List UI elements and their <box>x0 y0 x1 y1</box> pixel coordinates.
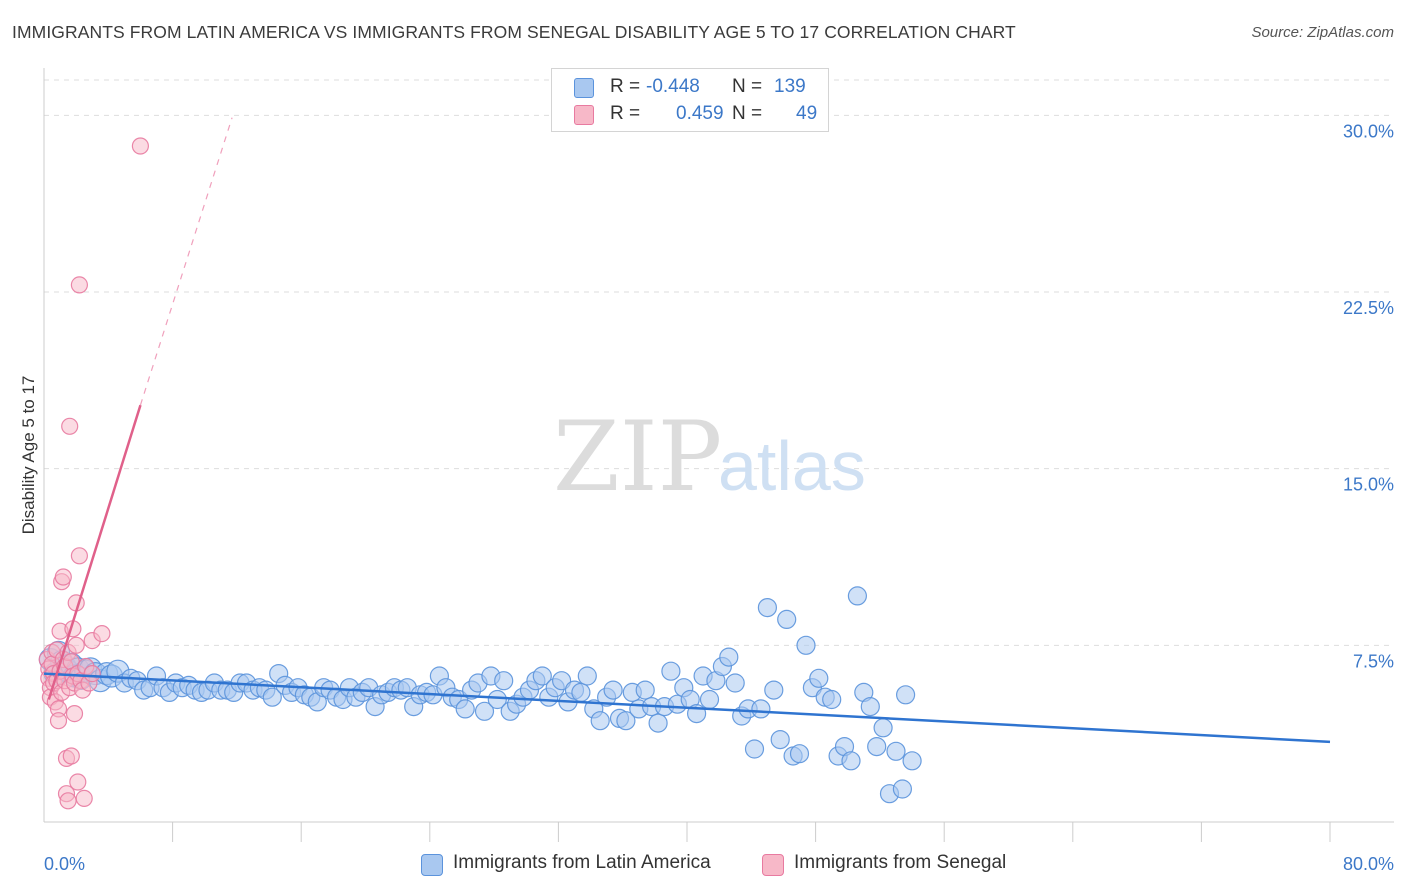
point-latin-america-134 <box>867 736 887 757</box>
point-latin-america-100 <box>648 713 668 733</box>
point-latin-america-116 <box>751 699 771 719</box>
legend-swatch-latin-america <box>574 78 594 98</box>
bottom-legend-label-latin-america: Immigrants from Latin America <box>453 852 711 873</box>
legend-n-label: N = <box>732 103 763 124</box>
point-latin-america-123 <box>796 635 816 655</box>
point-latin-america-122 <box>789 744 810 764</box>
point-latin-america-85 <box>551 671 572 691</box>
point-latin-america-119 <box>770 729 790 750</box>
legend-r-value: 0.459 <box>676 103 724 124</box>
legend-r-value: -0.448 <box>646 76 700 97</box>
grid-lines <box>44 79 1394 646</box>
x-tick-label-max: 80.0% <box>1343 854 1394 874</box>
point-latin-america-135 <box>873 718 893 738</box>
point-latin-america-75 <box>487 689 507 710</box>
point-latin-america-73 <box>474 701 495 721</box>
point-latin-america-93 <box>603 680 623 700</box>
point-latin-america-115 <box>744 739 765 759</box>
point-latin-america-140 <box>902 751 922 771</box>
point-senegal-27 <box>61 417 79 435</box>
point-latin-america-40 <box>262 687 282 707</box>
point-senegal-25 <box>59 792 77 810</box>
point-latin-america-111 <box>719 647 739 667</box>
point-latin-america-82 <box>532 666 552 686</box>
point-latin-america-95 <box>616 711 636 731</box>
bottom-legend-swatch-latin-america <box>421 854 443 876</box>
point-latin-america-118 <box>764 680 784 700</box>
point-latin-america-139 <box>895 685 916 705</box>
bottom-legend-swatch-senegal <box>762 854 784 876</box>
legend-n-label: N = <box>732 76 763 97</box>
point-senegal-37 <box>69 773 87 791</box>
legend-n-value: 139 <box>774 76 806 97</box>
correlation-legend: R = -0.448 N = 139 R = 0.459 N = 49 <box>551 68 829 132</box>
trend-layer <box>43 117 1331 744</box>
point-latin-america-125 <box>809 668 829 688</box>
point-senegal-48 <box>131 137 149 155</box>
point-latin-america-137 <box>886 741 906 761</box>
y-tick-label: 15.0% <box>1343 475 1394 495</box>
watermark-atlas: atlas <box>718 427 866 505</box>
point-senegal-38 <box>70 547 89 565</box>
point-latin-america-112 <box>725 673 745 693</box>
point-latin-america-131 <box>847 586 868 606</box>
bottom-legend-label-senegal: Immigrants from Senegal <box>794 852 1007 873</box>
point-latin-america-108 <box>699 689 720 710</box>
point-latin-america-120 <box>777 609 797 630</box>
series-senegal <box>38 137 149 810</box>
point-senegal-34 <box>67 636 85 654</box>
point-latin-america-130 <box>841 751 861 771</box>
legend-r-label: R = <box>610 76 641 97</box>
y-axis-label: Disability Age 5 to 17 <box>19 376 38 535</box>
point-senegal-32 <box>65 704 84 723</box>
legend-r-label: R = <box>610 103 641 124</box>
point-latin-america-102 <box>661 661 681 681</box>
point-latin-america-117 <box>757 597 778 618</box>
point-latin-america-91 <box>590 711 610 731</box>
point-senegal-19 <box>54 568 72 586</box>
x-tick-label-min: 0.0% <box>44 854 85 874</box>
point-senegal-13 <box>49 712 68 730</box>
chart-title: IMMIGRANTS FROM LATIN AMERICA VS IMMIGRA… <box>12 22 1016 42</box>
trend-line-senegal <box>47 404 142 700</box>
watermark: ZIP atlas <box>553 401 866 513</box>
legend-n-value: 49 <box>796 103 818 124</box>
point-senegal-39 <box>70 276 89 294</box>
series-latin-america <box>38 586 922 804</box>
watermark-zip: ZIP <box>553 401 722 513</box>
point-latin-america-133 <box>860 696 880 717</box>
point-latin-america-98 <box>635 680 655 700</box>
legend-swatch-senegal <box>574 105 594 125</box>
trend-line-senegal-extension <box>139 117 233 406</box>
point-latin-america-76 <box>494 671 514 691</box>
point-latin-america-88 <box>571 682 591 703</box>
point-senegal-46 <box>83 664 101 683</box>
y-tick-label: 7.5% <box>1353 651 1394 671</box>
y-tick-label: 22.5% <box>1343 298 1394 318</box>
point-latin-america-70 <box>455 699 475 719</box>
source-label: Source: ZipAtlas.com <box>1251 24 1394 41</box>
point-senegal-47 <box>93 624 111 643</box>
ticks-layer: 7.5% 15.0% 22.5% 30.0% 0.0% 80.0% <box>44 121 1394 874</box>
y-tick-label: 30.0% <box>1343 121 1394 141</box>
point-latin-america-127 <box>822 689 842 710</box>
point-latin-america-138 <box>892 779 913 799</box>
point-senegal-42 <box>75 789 93 808</box>
point-senegal-29 <box>62 747 80 765</box>
trend-line-latin-america <box>43 672 1331 744</box>
point-latin-america-89 <box>577 666 597 686</box>
